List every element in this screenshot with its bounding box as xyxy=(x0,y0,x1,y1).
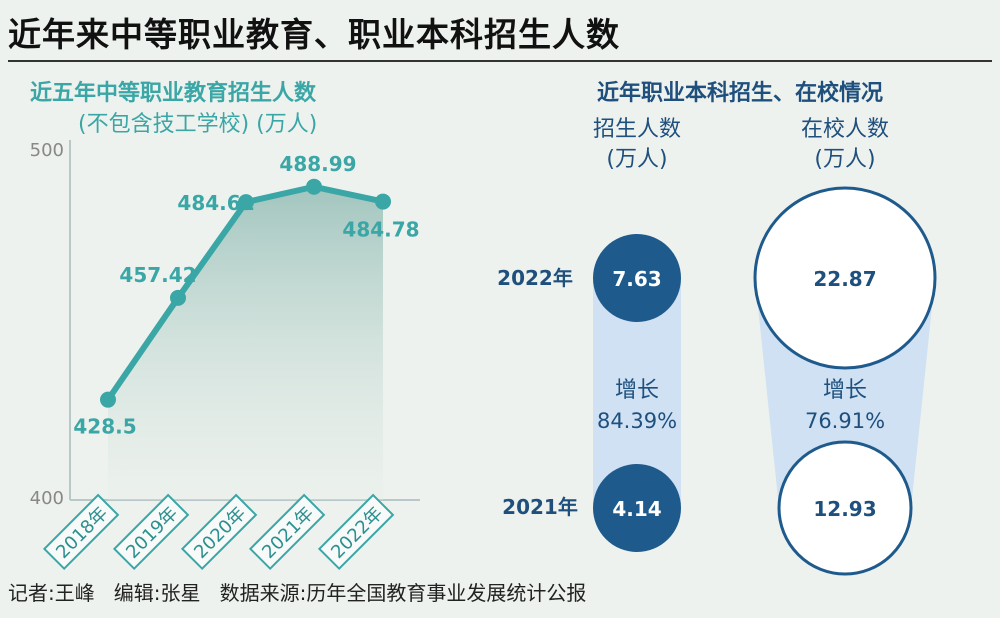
column-enrollment-name: 招生人数 xyxy=(593,117,681,142)
data-point-3 xyxy=(306,178,322,195)
data-point-2 xyxy=(238,194,254,211)
column-students-unit: (万人) xyxy=(814,147,875,172)
growth-band-0 xyxy=(593,278,681,508)
data-label-3: 488.99 xyxy=(279,152,356,176)
left-chart-title: 近五年中等职业教育招生人数 xyxy=(30,80,317,106)
data-point-4 xyxy=(375,193,391,210)
column-enrollment-unit: (万人) xyxy=(606,147,667,172)
row-label-2022: 2022年 xyxy=(497,266,573,290)
growth-value-1: 76.91% xyxy=(805,409,885,433)
y-tick-label-500: 500 xyxy=(30,140,64,161)
bubble-1-1 xyxy=(777,440,913,576)
category-tag-2: 2020年 xyxy=(180,493,258,571)
column-students-name: 在校人数 xyxy=(801,117,889,142)
data-label-0: 428.5 xyxy=(73,415,136,439)
bubble-value-1-1: 12.93 xyxy=(813,497,876,521)
left-chart-subtitle: (不包含技工学校) (万人) xyxy=(78,112,317,137)
data-label-1: 457.42 xyxy=(119,263,196,287)
right-chart-title: 近年职业本科招生、在校情况 xyxy=(597,80,883,106)
growth-label-1: 增长 xyxy=(823,378,867,403)
bubble-value-0-0: 7.63 xyxy=(612,267,661,291)
bubble-1-0 xyxy=(753,186,937,370)
category-tag-1: 2019年 xyxy=(112,493,190,571)
category-tag-box xyxy=(112,493,190,571)
area-fill xyxy=(108,186,383,501)
data-point-0 xyxy=(100,391,116,408)
data-point-1 xyxy=(170,289,186,306)
category-tag-3: 2021年 xyxy=(248,493,326,571)
category-tag-box xyxy=(180,493,258,571)
category-tag-4: 2022年 xyxy=(317,493,395,571)
bubble-value-0-1: 4.14 xyxy=(612,497,661,521)
page-title: 近年来中等职业教育、职业本科招生人数 xyxy=(8,15,620,54)
category-tag-box xyxy=(248,493,326,571)
bubble-0-1 xyxy=(593,464,681,552)
bubble-0-0 xyxy=(593,234,681,322)
row-label-2021: 2021年 xyxy=(502,495,578,519)
footer-credits: 记者:王峰 编辑:张星 数据来源:历年全国教育事业发展统计公报 xyxy=(8,581,587,605)
growth-label-0: 增长 xyxy=(615,378,659,403)
bubble-value-1-0: 22.87 xyxy=(813,267,876,291)
title-divider xyxy=(8,60,992,62)
y-tick-label-400: 400 xyxy=(30,488,64,509)
data-label-4: 484.78 xyxy=(342,218,419,242)
data-label-2: 484.61 xyxy=(177,191,254,215)
growth-value-0: 84.39% xyxy=(597,409,677,433)
category-tag-box xyxy=(42,493,120,571)
category-tag-box xyxy=(317,493,395,571)
